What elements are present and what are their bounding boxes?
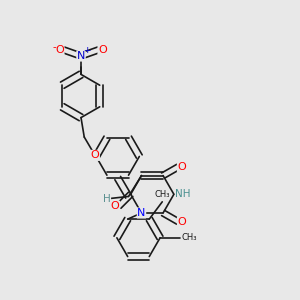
Text: -: - xyxy=(52,42,56,52)
Text: N: N xyxy=(137,208,146,218)
Text: O: O xyxy=(111,201,120,211)
Text: N: N xyxy=(77,51,85,61)
Text: O: O xyxy=(91,150,99,161)
Text: CH₃: CH₃ xyxy=(154,190,170,200)
Text: CH₃: CH₃ xyxy=(182,233,197,242)
Text: NH: NH xyxy=(176,189,191,199)
Text: O: O xyxy=(55,45,64,55)
Text: O: O xyxy=(98,45,107,55)
Text: O: O xyxy=(177,162,186,172)
Text: O: O xyxy=(177,217,186,226)
Text: H: H xyxy=(103,194,111,204)
Text: +: + xyxy=(83,46,90,55)
